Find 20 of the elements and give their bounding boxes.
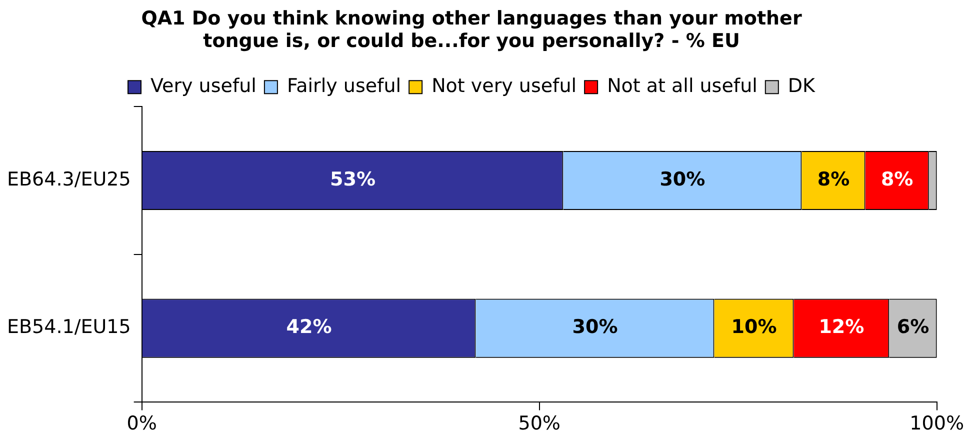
y-tick-label: EB64.3/EU25 — [6, 168, 131, 190]
x-tick-label: 0% — [126, 412, 157, 435]
data-label: 8% — [817, 168, 850, 190]
y-tick-label: EB54.1/EU15 — [6, 316, 131, 338]
x-tick-label: 100% — [910, 412, 964, 435]
legend-label: Very useful — [150, 75, 256, 98]
data-label: 30% — [660, 168, 706, 190]
legend-label: DK — [788, 75, 816, 98]
data-label: 12% — [818, 316, 864, 338]
legend-label: Not very useful — [432, 75, 577, 98]
data-label: 10% — [731, 316, 777, 338]
chart-title: QA1 Do you think knowing other languages than your mother tongue is, or could be...for you personally? - % EU — [141, 7, 802, 52]
x-tick-label: 50% — [518, 412, 560, 435]
legend-label: Not at all useful — [607, 75, 758, 98]
data-label: 6% — [896, 316, 930, 338]
data-label: 30% — [572, 316, 618, 338]
legend-label: Fairly useful — [286, 75, 402, 98]
data-label: 42% — [286, 316, 332, 338]
data-label: 8% — [880, 168, 914, 190]
data-label: 53% — [330, 168, 376, 190]
